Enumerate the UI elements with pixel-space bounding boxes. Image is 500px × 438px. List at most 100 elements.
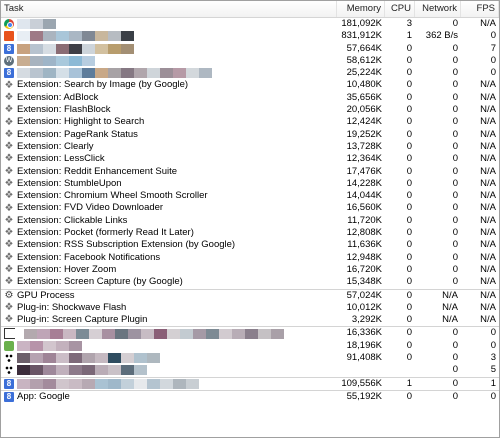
table-row[interactable]: 181,092K 3 0 N/A <box>1 18 499 30</box>
redaction-block <box>69 56 82 67</box>
puzzle-icon <box>4 118 14 128</box>
table-row[interactable]: Extension: StumbleUpon 14,228K 0 0 N/A <box>1 178 499 190</box>
column-header-task[interactable]: Task <box>1 1 337 17</box>
memory-cell: 35,656K <box>346 91 382 103</box>
table-row[interactable]: Extension: Chromium Wheel Smooth Scrolle… <box>1 190 499 202</box>
redaction-block <box>56 378 69 389</box>
table-row[interactable]: 91,408K 0 0 3 <box>1 352 499 364</box>
memory-cell: 14,044K <box>346 190 382 202</box>
network-cell: 0 <box>452 190 458 202</box>
fps-cell: N/A <box>480 227 496 239</box>
redaction-block <box>134 378 147 389</box>
cpu-cell: 0 <box>406 327 412 339</box>
table-row[interactable]: Extension: Search by Image (by Google) 10… <box>1 79 499 91</box>
fps-cell: 0 <box>490 30 496 42</box>
fps-cell: N/A <box>480 79 496 91</box>
table-row[interactable]: Extension: Clearly 13,728K 0 0 N/A <box>1 141 499 153</box>
table-row[interactable]: 831,912K 1 362 B/s 0 <box>1 30 499 42</box>
table-row[interactable]: Extension: LessClick 12,364K 0 0 N/A <box>1 153 499 165</box>
redaction-block <box>43 340 56 351</box>
fps-cell: N/A <box>480 251 496 263</box>
network-cell: 0 <box>452 263 458 275</box>
table-row[interactable]: 8 109,556K 1 0 1 <box>1 376 499 390</box>
cpu-cell: 0 <box>406 165 412 177</box>
redacted-title <box>17 31 134 42</box>
table-row[interactable]: 18,196K 0 0 0 <box>1 340 499 352</box>
redaction-block <box>30 378 43 389</box>
cpu-cell: 1 <box>406 30 412 42</box>
fps-cell: N/A <box>480 128 496 140</box>
redaction-block <box>167 328 180 339</box>
memory-cell: 16,720K <box>346 263 382 275</box>
fps-cell: N/A <box>480 301 496 313</box>
column-header-network[interactable]: Network <box>415 1 461 17</box>
memory-cell: 12,808K <box>346 227 382 239</box>
table-row[interactable]: Extension: AdBlock 35,656K 0 0 N/A <box>1 92 499 104</box>
cpu-cell: 0 <box>406 116 412 128</box>
fps-cell: N/A <box>480 263 496 275</box>
redaction-block <box>69 68 82 79</box>
fps-cell: 0 <box>490 339 496 351</box>
redaction-block <box>108 43 121 54</box>
column-header-cpu[interactable]: CPU <box>385 1 415 17</box>
cpu-cell: 0 <box>406 67 412 79</box>
redaction-block <box>147 378 160 389</box>
table-row[interactable]: Extension: Hover Zoom 16,720K 0 0 N/A <box>1 264 499 276</box>
cpu-cell: 0 <box>406 390 412 402</box>
table-row[interactable]: 16,336K 0 0 0 <box>1 326 499 340</box>
cpu-cell: 0 <box>406 276 412 288</box>
redaction-block <box>56 43 69 54</box>
column-header-fps[interactable]: FPS <box>461 1 499 17</box>
table-row[interactable]: Extension: Reddit Enhancement Suite 17,47… <box>1 166 499 178</box>
table-row[interactable]: GPU Process 57,024K 0 N/A N/A <box>1 288 499 302</box>
redaction-block <box>121 43 134 54</box>
redaction-block <box>95 43 108 54</box>
fps-cell: 0 <box>490 327 496 339</box>
fps-cell: N/A <box>480 140 496 152</box>
table-row[interactable]: Extension: Pocket (formerly Read It Late… <box>1 227 499 239</box>
table-row[interactable]: Extension: Screen Capture (by Google) 15,… <box>1 276 499 288</box>
redaction-block <box>63 328 76 339</box>
task-label: Extension: Clickable Links <box>17 214 128 226</box>
table-row[interactable]: 8 App: Google 55,192K 0 0 0 <box>1 389 499 403</box>
redaction-block <box>199 68 212 79</box>
memory-cell: 18,196K <box>346 339 382 351</box>
column-header-memory[interactable]: Memory <box>337 1 385 17</box>
network-cell: 0 <box>452 364 458 376</box>
table-row[interactable]: Extension: Facebook Notifications 12,948K… <box>1 252 499 264</box>
redaction-block <box>82 378 95 389</box>
puzzle-icon <box>4 315 14 325</box>
task-list: 181,092K 3 0 N/A 831,912K 1 362 B/s 0 8 57,664K 0 0… <box>1 18 499 403</box>
table-row[interactable]: Extension: Clickable Links 11,720K 0 0 N/A <box>1 215 499 227</box>
table-row[interactable]: Extension: PageRank Status 19,252K 0 0 N/A <box>1 129 499 141</box>
table-row[interactable]: Plug-in: Shockwave Flash 10,012K 0 N/A N/A <box>1 302 499 314</box>
table-row[interactable]: 8 57,664K 0 0 7 <box>1 43 499 55</box>
memory-cell: 10,480K <box>346 79 382 91</box>
redaction-block <box>95 378 108 389</box>
table-row[interactable]: Plug-in: Screen Capture Plugin 3,292K 0 N/A… <box>1 314 499 326</box>
task-label: Extension: StumbleUpon <box>17 177 122 189</box>
table-row[interactable]: Extension: FlashBlock 20,056K 0 0 N/A <box>1 104 499 116</box>
task-cell: Extension: Search by Image (by Google) <box>1 79 337 91</box>
redaction-block <box>69 353 82 364</box>
table-row[interactable]: W 58,612K 0 0 0 <box>1 55 499 67</box>
table-row[interactable]: Extension: FVD Video Downloader 16,560K 0 0… <box>1 202 499 214</box>
table-row[interactable]: Extension: Highlight to Search 12,424K 0 0 N… <box>1 116 499 128</box>
puzzle-icon <box>4 179 14 189</box>
redacted-title <box>17 68 212 79</box>
redaction-block <box>30 19 43 30</box>
network-cell: 0 <box>452 352 458 364</box>
cpu-cell: 0 <box>406 202 412 214</box>
table-row[interactable]: 8 25,224K 0 0 0 <box>1 67 499 79</box>
puzzle-icon <box>4 167 14 177</box>
chrome-icon <box>4 19 14 30</box>
fps-cell: 0 <box>490 390 496 402</box>
table-row[interactable]: Extension: RSS Subscription Extension (b… <box>1 239 499 251</box>
redaction-block <box>82 365 95 376</box>
task-cell: Extension: RSS Subscription Extension (b… <box>1 239 337 251</box>
task-label: Extension: Pocket (formerly Read It Late… <box>17 227 194 239</box>
redacted-title <box>17 353 160 364</box>
redaction-block <box>82 43 95 54</box>
network-cell: 0 <box>452 18 458 29</box>
